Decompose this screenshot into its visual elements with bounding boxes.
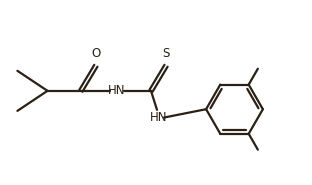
Text: S: S (162, 47, 170, 60)
Text: HN: HN (108, 84, 126, 97)
Text: O: O (91, 47, 100, 60)
Text: HN: HN (149, 111, 167, 124)
